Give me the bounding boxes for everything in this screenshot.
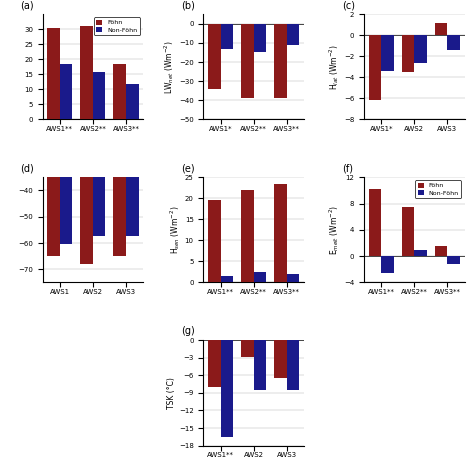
Bar [80, 85, 93, 264]
Bar [113, 85, 126, 256]
Bar [435, 23, 447, 35]
Bar [93, 85, 105, 237]
Bar [369, 35, 381, 100]
Bar [435, 246, 447, 256]
Bar [208, 340, 220, 387]
Bar [369, 189, 381, 256]
Bar [208, 201, 220, 283]
Bar [93, 72, 105, 119]
Bar [126, 85, 138, 237]
Bar [47, 28, 60, 119]
Y-axis label: H$_{lat}$ (Wm$^{-2}$): H$_{lat}$ (Wm$^{-2}$) [328, 44, 341, 90]
Bar [287, 274, 299, 283]
Bar [60, 85, 73, 245]
Y-axis label: H$_{sen}$ (Wm$^{-2}$): H$_{sen}$ (Wm$^{-2}$) [168, 206, 182, 254]
Y-axis label: E$_{melt}$ (Wm$^{-2}$): E$_{melt}$ (Wm$^{-2}$) [328, 205, 341, 255]
Bar [113, 64, 126, 119]
Bar [274, 183, 287, 283]
Text: (d): (d) [20, 163, 34, 173]
Bar [447, 256, 460, 264]
Text: (a): (a) [20, 0, 34, 10]
Bar [220, 276, 233, 283]
Bar [402, 35, 414, 72]
Bar [414, 250, 427, 256]
Bar [47, 85, 60, 256]
Bar [208, 24, 220, 89]
Text: (g): (g) [181, 326, 195, 336]
Bar [254, 272, 266, 283]
Bar [381, 256, 394, 273]
Text: (b): (b) [181, 0, 195, 10]
Bar [254, 24, 266, 52]
Bar [274, 340, 287, 378]
Bar [414, 35, 427, 63]
Bar [381, 35, 394, 71]
Legend: Föhn, Non-Föhn: Föhn, Non-Föhn [93, 18, 140, 36]
Y-axis label: TSK (°C): TSK (°C) [167, 377, 176, 409]
Bar [254, 340, 266, 390]
Text: (f): (f) [342, 163, 353, 173]
Bar [274, 24, 287, 99]
Bar [126, 84, 138, 119]
Bar [241, 340, 254, 357]
Bar [287, 340, 299, 390]
Text: (c): (c) [342, 0, 355, 10]
Y-axis label: LW$_{net}$ (Wm$^{-2}$): LW$_{net}$ (Wm$^{-2}$) [162, 40, 176, 94]
Legend: Föhn, Non-Föhn: Föhn, Non-Föhn [415, 181, 461, 199]
Bar [60, 64, 73, 119]
Text: (e): (e) [181, 163, 195, 173]
Bar [220, 340, 233, 437]
Bar [241, 24, 254, 99]
Bar [80, 26, 93, 119]
Bar [220, 24, 233, 49]
Bar [241, 190, 254, 283]
Bar [402, 207, 414, 256]
Bar [287, 24, 299, 45]
Bar [447, 35, 460, 50]
